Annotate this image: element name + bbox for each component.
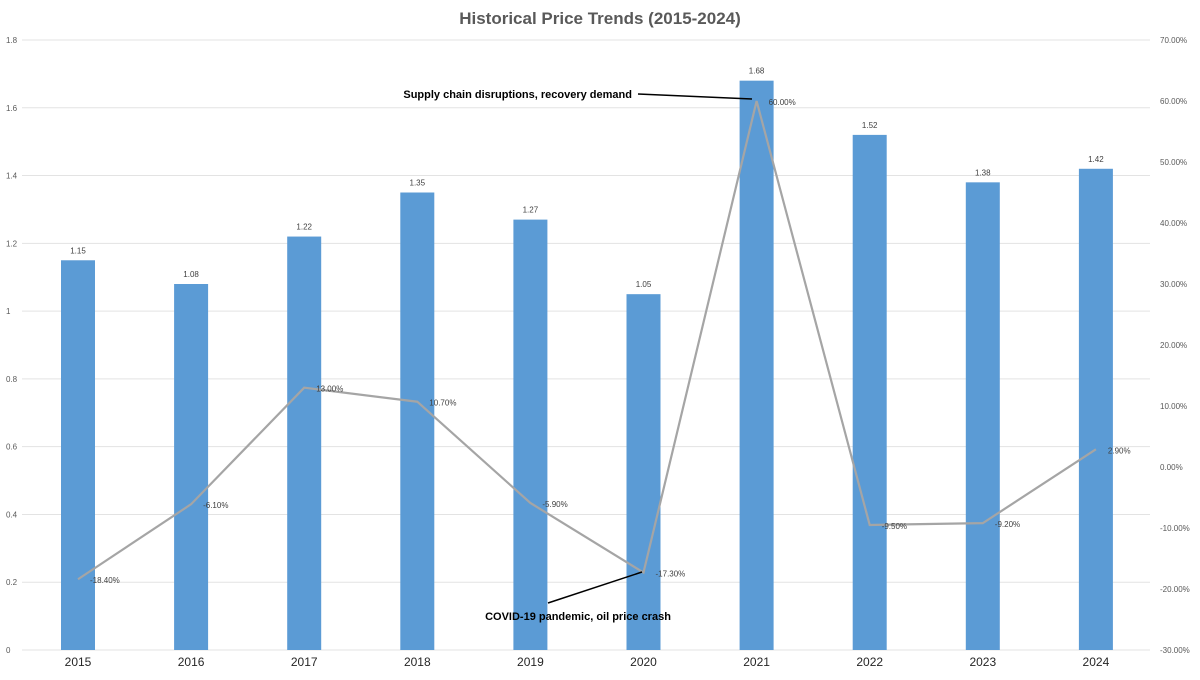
line-label: -18.40% <box>90 576 120 585</box>
line-label: -9.50% <box>882 522 907 531</box>
bar-label: 1.22 <box>296 223 312 232</box>
right-axis-tick: 30.00% <box>1160 280 1187 289</box>
line-label: -6.10% <box>203 501 228 510</box>
left-axis-tick: 0.2 <box>6 578 18 587</box>
annotation-label: Supply chain disruptions, recovery deman… <box>403 89 632 101</box>
bar <box>287 236 322 651</box>
right-axis-tick: -20.00% <box>1160 585 1190 594</box>
bar-label: 1.15 <box>70 246 86 255</box>
x-axis-tick: 2017 <box>291 655 318 669</box>
bar-label: 1.27 <box>523 206 539 215</box>
right-axis-tick: 0.00% <box>1160 463 1183 472</box>
x-axis-tick: 2020 <box>630 655 657 669</box>
chart-title: Historical Price Trends (2015-2024) <box>459 9 741 28</box>
bar <box>174 284 209 650</box>
left-axis-tick: 0.4 <box>6 510 18 519</box>
annotation-arrow <box>637 93 753 100</box>
line-label: -9.20% <box>995 520 1020 529</box>
left-axis-tick: 1.6 <box>6 104 18 113</box>
bar-label: 1.52 <box>862 121 878 130</box>
x-axis-tick: 2016 <box>178 655 205 669</box>
right-axis-tick: 20.00% <box>1160 341 1187 350</box>
bar <box>1078 168 1113 650</box>
right-axis-tick: -30.00% <box>1160 646 1190 655</box>
left-axis-tick: 0.6 <box>6 443 18 452</box>
right-axis-tick: 10.00% <box>1160 402 1187 411</box>
bar <box>739 80 774 650</box>
line-label: 13.00% <box>316 385 343 394</box>
x-axis-tick: 2024 <box>1083 655 1110 669</box>
bar <box>965 182 1000 651</box>
line-label: 10.70% <box>429 399 456 408</box>
left-axis-tick: 0.8 <box>6 375 18 384</box>
annotation-label: COVID-19 pandemic, oil price crash <box>485 611 671 623</box>
left-axis-tick: 1.4 <box>6 172 18 181</box>
left-axis-tick: 1.2 <box>6 239 18 248</box>
x-axis-tick: 2022 <box>856 655 883 669</box>
bar <box>852 134 887 650</box>
line-label: -5.90% <box>542 500 567 509</box>
right-axis-tick: 70.00% <box>1160 36 1187 45</box>
bar-label: 1.35 <box>410 179 426 188</box>
bar <box>513 219 548 650</box>
bar <box>400 192 435 650</box>
right-axis-tick: 40.00% <box>1160 219 1187 228</box>
x-axis-tick: 2023 <box>969 655 996 669</box>
bar-label: 1.38 <box>975 168 991 177</box>
bar-label: 1.68 <box>749 67 765 76</box>
bar <box>626 294 661 650</box>
bar-label: 1.42 <box>1088 155 1104 164</box>
left-axis-tick: 1.8 <box>6 36 18 45</box>
x-axis-tick: 2021 <box>743 655 770 669</box>
annotation-arrow <box>547 571 643 604</box>
right-axis-tick: 60.00% <box>1160 97 1187 106</box>
x-axis-tick: 2019 <box>517 655 544 669</box>
bar <box>61 260 95 650</box>
line-label: 2.90% <box>1108 446 1131 455</box>
left-axis-tick: 0 <box>6 646 11 655</box>
line-label: -17.30% <box>656 570 686 579</box>
x-axis-tick: 2018 <box>404 655 431 669</box>
right-axis-tick: 50.00% <box>1160 158 1187 167</box>
line-series <box>77 100 1097 581</box>
x-axis-tick: 2015 <box>65 655 92 669</box>
bar-label: 1.05 <box>636 280 652 289</box>
bar-label: 1.08 <box>183 270 199 279</box>
right-axis-tick: -10.00% <box>1160 524 1190 533</box>
left-axis-tick: 1 <box>6 307 11 316</box>
line-label: 60.00% <box>769 98 796 107</box>
